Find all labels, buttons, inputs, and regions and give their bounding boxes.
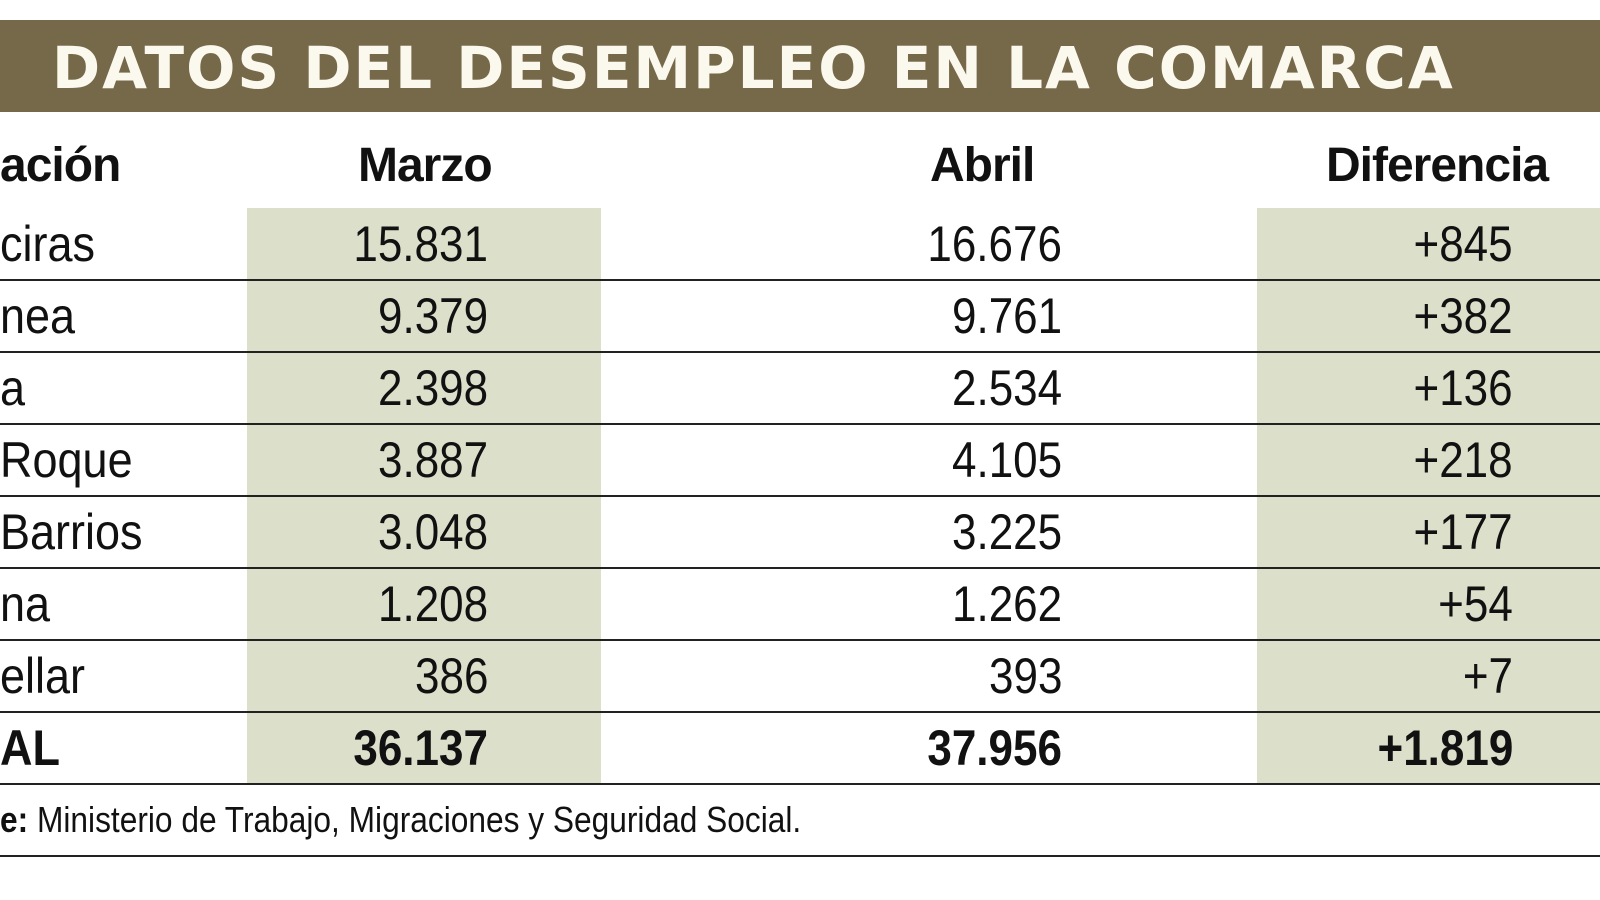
- total-row: AL 36.137 37.956 +1.819: [0, 712, 1600, 784]
- abril-cell: 4.105: [951, 432, 1062, 488]
- diferencia-cell: +382: [1413, 288, 1513, 344]
- bottom-divider: [0, 855, 1600, 857]
- diferencia-cell: +218: [1413, 432, 1513, 488]
- header-diferencia: Diferencia: [1326, 139, 1549, 192]
- row-divider: [0, 423, 1600, 425]
- diferencia-cell: +7: [1462, 648, 1513, 704]
- row-label: a: [0, 360, 26, 416]
- row-divider: [0, 495, 1600, 497]
- row-label: Roque: [0, 432, 133, 488]
- diferencia-cell: +177: [1413, 504, 1513, 560]
- marzo-cell: 1.208: [377, 576, 488, 632]
- row-label: AL: [0, 720, 60, 776]
- abril-cell: 3.225: [951, 504, 1062, 560]
- marzo-cell: 3.048: [377, 504, 488, 560]
- header-abril: Abril: [930, 139, 1035, 192]
- table-row: a 2.398 2.534 +136: [0, 352, 1600, 424]
- marzo-cell: 9.379: [377, 288, 488, 344]
- table-row: ellar 386 393 +7: [0, 640, 1600, 712]
- abril-cell: 393: [988, 648, 1062, 704]
- table-row: na 1.208 1.262 +54: [0, 568, 1600, 640]
- row-divider: [0, 783, 1600, 785]
- marzo-cell: 36.137: [353, 720, 488, 776]
- row-label: ellar: [0, 648, 86, 704]
- source-prefix: e:: [0, 799, 29, 840]
- source-note: e: Ministerio de Trabajo, Migraciones y …: [0, 798, 801, 842]
- abril-cell: 9.761: [951, 288, 1062, 344]
- row-label: ciras: [0, 216, 96, 272]
- marzo-cell: 386: [414, 648, 488, 704]
- title-bar: DATOS DEL DESEMPLEO EN LA COMARCA: [0, 20, 1600, 112]
- row-label: na: [0, 576, 51, 632]
- row-label: Barrios: [0, 504, 143, 560]
- table-row: Roque 3.887 4.105 +218: [0, 424, 1600, 496]
- row-label: nea: [0, 288, 76, 344]
- row-divider: [0, 567, 1600, 569]
- row-divider: [0, 639, 1600, 641]
- header-location: ación: [0, 139, 121, 192]
- diferencia-cell: +1.819: [1377, 720, 1513, 776]
- table-row: Barrios 3.048 3.225 +177: [0, 496, 1600, 568]
- abril-cell: 1.262: [951, 576, 1062, 632]
- diferencia-cell: +845: [1413, 216, 1513, 272]
- diferencia-cell: +54: [1438, 576, 1513, 632]
- table-row: ciras 15.831 16.676 +845: [0, 208, 1600, 280]
- marzo-cell: 2.398: [377, 360, 488, 416]
- diferencia-cell: +136: [1413, 360, 1513, 416]
- abril-cell: 2.534: [951, 360, 1062, 416]
- marzo-cell: 3.887: [377, 432, 488, 488]
- row-divider: [0, 279, 1600, 281]
- source-text: Ministerio de Trabajo, Migraciones y Seg…: [36, 799, 802, 840]
- abril-cell: 37.956: [927, 720, 1062, 776]
- abril-cell: 16.676: [927, 216, 1062, 272]
- table-row: nea 9.379 9.761 +382: [0, 280, 1600, 352]
- row-divider: [0, 711, 1600, 713]
- table-title: DATOS DEL DESEMPLEO EN LA COMARCA: [52, 34, 1455, 102]
- marzo-cell: 15.831: [353, 216, 488, 272]
- row-divider: [0, 351, 1600, 353]
- header-marzo: Marzo: [358, 139, 493, 192]
